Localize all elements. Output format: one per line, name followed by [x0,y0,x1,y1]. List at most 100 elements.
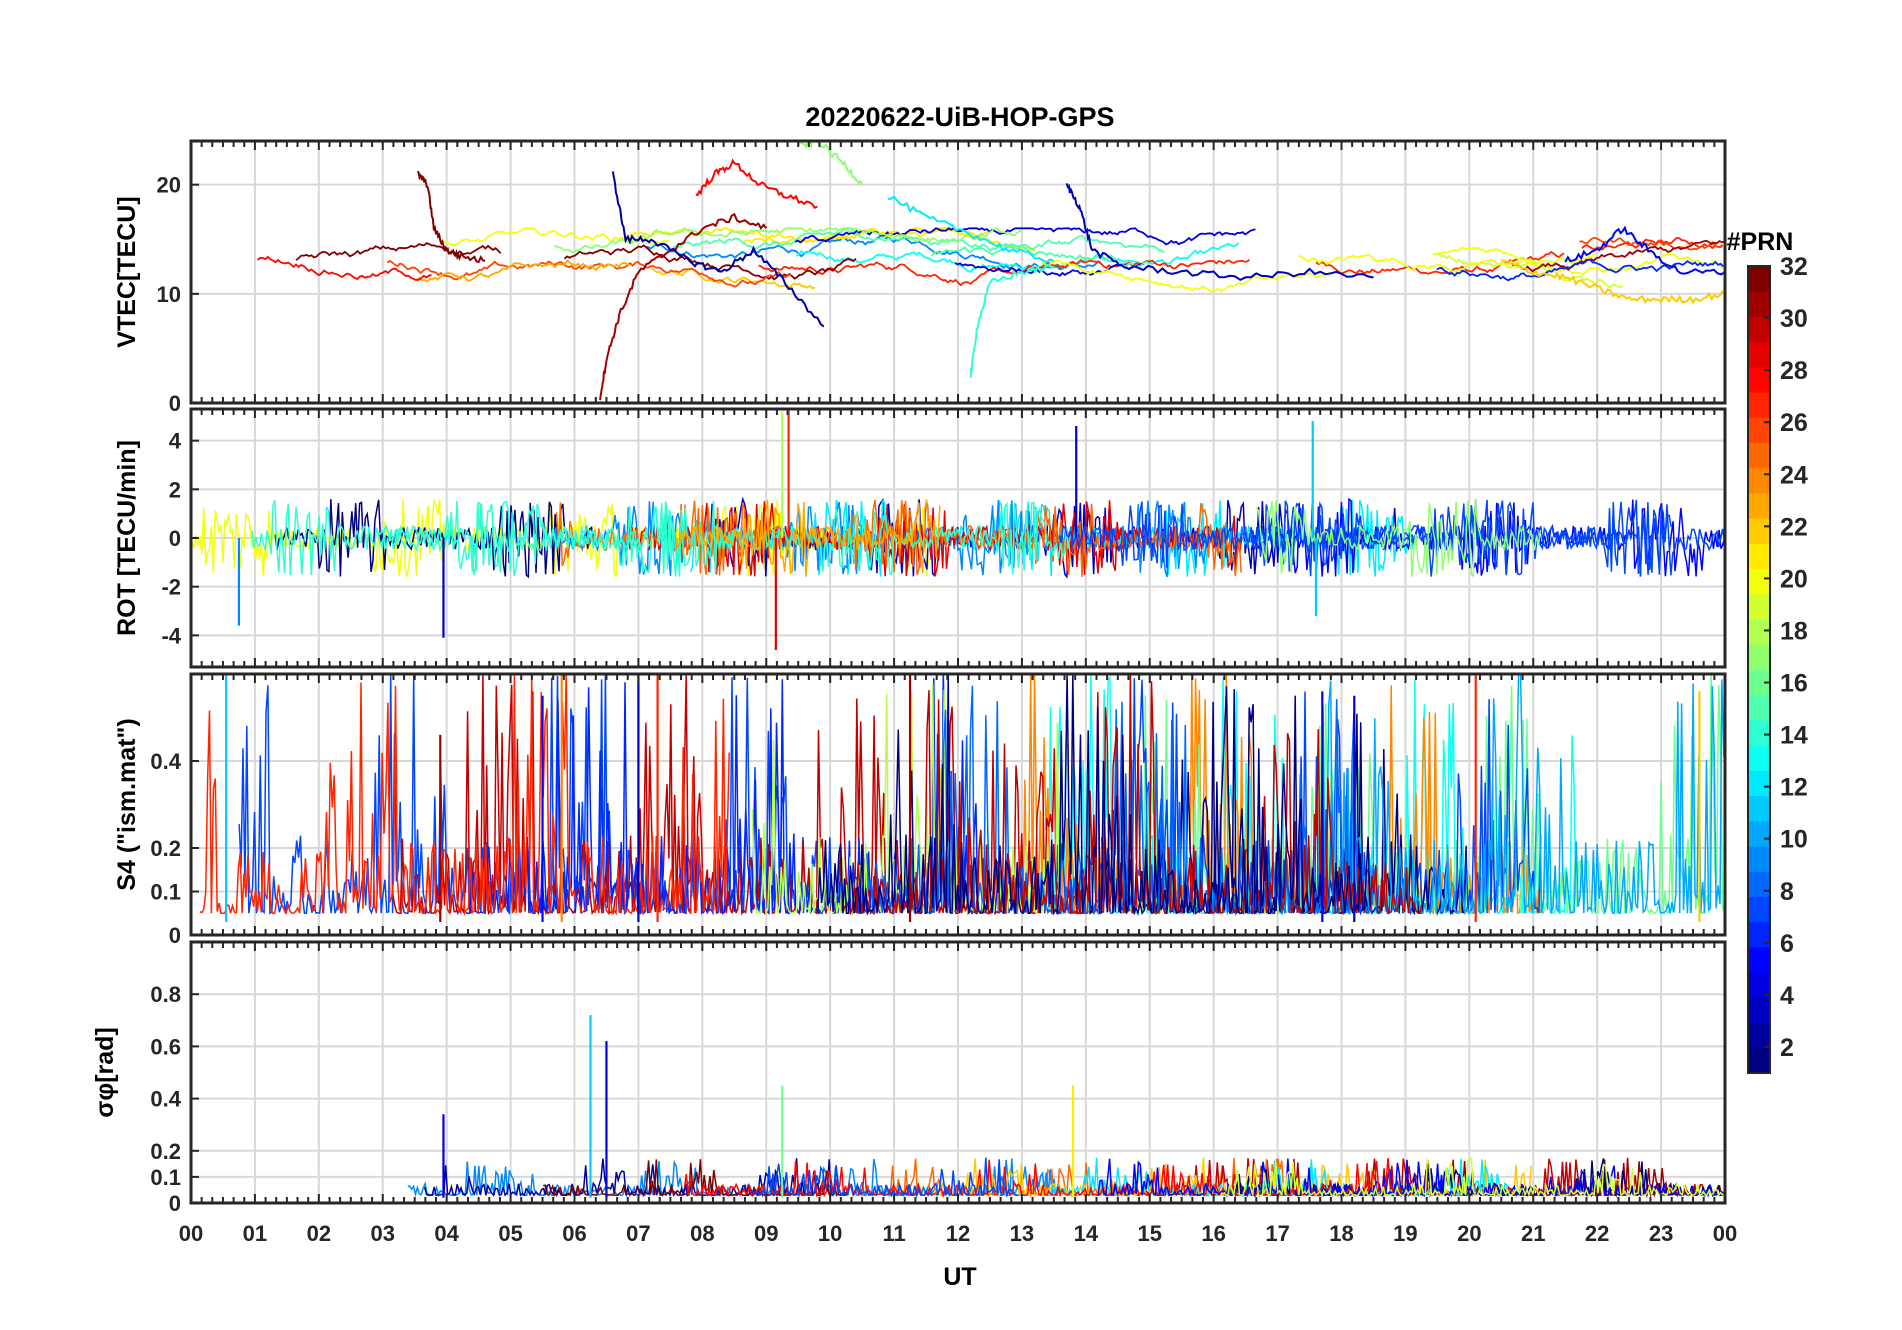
x-tick-label: 00 [179,1221,203,1246]
colorbar-segment [1748,719,1770,746]
s4-trace [842,674,1423,916]
vtec-y-tick-label: 0 [169,391,181,416]
x-tick-label: 14 [1074,1221,1099,1246]
x-tick-label: 12 [946,1221,970,1246]
colorbar-tick-label: 22 [1780,513,1808,541]
x-tick-label: 17 [1265,1221,1289,1246]
colorbar-segment [1748,820,1770,847]
vtec-background-arc [1512,239,1725,273]
colorbar-tick-label: 10 [1780,826,1808,854]
colorbar-segment [1748,694,1770,721]
colorbar-tick-label: 28 [1780,357,1808,385]
colorbar-segment [1748,745,1770,771]
vtec-series-prn-28 [695,158,818,209]
vtec-background-arc [554,227,1023,254]
sigma-y-tick-label: 0 [169,1191,181,1216]
s4-data [199,674,1725,922]
s4-x-ticks [190,674,1726,936]
rot-y-tick-label: 0 [169,526,181,551]
rot-y-tick-label: 2 [169,477,181,502]
vtec-background-arc [257,255,432,281]
colorbar-segment [1748,795,1770,822]
rot-panel: -4 -2 0 2 4 ROT [TECU/min] [113,407,1727,669]
sigma-y-tick-label: 0.2 [150,1139,181,1164]
vtec-background-arc [954,262,1145,277]
vtec-series-prn-2 [611,171,825,328]
x-tick-label: 15 [1138,1221,1162,1246]
vtec-data [257,141,1725,401]
colorbar-label: #PRN [1727,228,1794,256]
rot-trace [274,499,600,579]
s4-y-tick-label: 0 [169,923,181,948]
x-tick-label: 18 [1329,1221,1353,1246]
colorbar-tick-label: 24 [1780,461,1808,489]
x-tick-label: 08 [690,1221,714,1246]
vtec-background-arc [414,259,630,283]
rot-y-tick-label: 4 [169,429,182,454]
x-tick-label: 04 [434,1221,459,1246]
colorbar-segment [1748,972,1770,998]
x-tick-label: 05 [498,1221,522,1246]
vtec-background-arc [443,227,670,246]
colorbar-segment [1748,669,1770,696]
vtec-y-tick-label: 10 [157,282,181,307]
vtec-series-prn-14 [969,263,1055,378]
rot-trace [1255,499,1542,578]
colorbar-segment [1748,366,1770,393]
s4-trace [1299,674,1725,916]
vtec-background-arc [1041,259,1326,293]
colorbar-segment [1748,291,1770,317]
x-tick-label: 10 [818,1221,842,1246]
x-tick-label: 02 [307,1221,331,1246]
x-tick-label: 01 [243,1221,267,1246]
s4-y-tick-label: 0.4 [150,749,181,774]
rot-y-tick-label: -2 [161,575,181,600]
colorbar-segment [1748,492,1770,519]
colorbar-segment [1748,1022,1770,1049]
rot-x-ticks [190,409,1726,667]
vtec-y-axis-label: VTEC[TECU] [113,196,141,347]
colorbar-segment [1748,392,1770,418]
vtec-background-arc [1436,258,1724,282]
s4-panel: 0 0.1 0.2 0.4 S4 ("ism.mat") [113,672,1727,948]
colorbar-segment [1748,316,1770,343]
vtec-background-arc [295,242,502,261]
colorbar-segment [1748,341,1770,368]
colorbar-segment [1748,568,1770,595]
x-tick-label: 19 [1393,1221,1417,1246]
colorbar-segment [1748,644,1770,670]
colorbar-tick-label: 6 [1780,930,1794,958]
vtec-series-prn-12 [887,195,1055,264]
x-tick-label: 23 [1649,1221,1673,1246]
x-tick-label: 20 [1457,1221,1481,1246]
x-tick-label: 21 [1521,1221,1545,1246]
x-tick-label: 22 [1585,1221,1609,1246]
colorbar-frame [1747,265,1771,1074]
colorbar-tick-label: 16 [1780,670,1808,698]
x-tick-label: 13 [1010,1221,1034,1246]
colorbar-segment [1748,619,1770,645]
s4-y-tick-label: 0.2 [150,836,181,861]
colorbar-segment [1748,1047,1770,1074]
vtec-background-arc [1434,246,1724,275]
sigma-data [407,1015,1725,1199]
sigma-trace [749,1157,1019,1199]
colorbar-segment [1748,997,1770,1024]
vtec-background-arc [930,234,1165,257]
rot-trace [674,499,941,577]
colorbar-segment [1748,770,1770,797]
vtec-background-arc [795,242,1240,273]
colorbar-segment [1748,543,1770,570]
colorbar-segment [1748,593,1770,620]
vtec-background-arc [650,267,816,290]
sigma-y-tick-label: 0.1 [150,1165,181,1190]
colorbar-tick-label: 26 [1780,409,1808,437]
s4-y-axis-label: S4 ("ism.mat") [113,718,141,890]
sigma-trace [1223,1157,1725,1198]
x-tick-label: 00 [1713,1221,1737,1246]
s4-trace [465,674,1029,916]
colorbar-segment [1748,518,1770,544]
x-tick-label: 11 [882,1221,905,1246]
colorbar-tick-label: 4 [1780,982,1794,1010]
